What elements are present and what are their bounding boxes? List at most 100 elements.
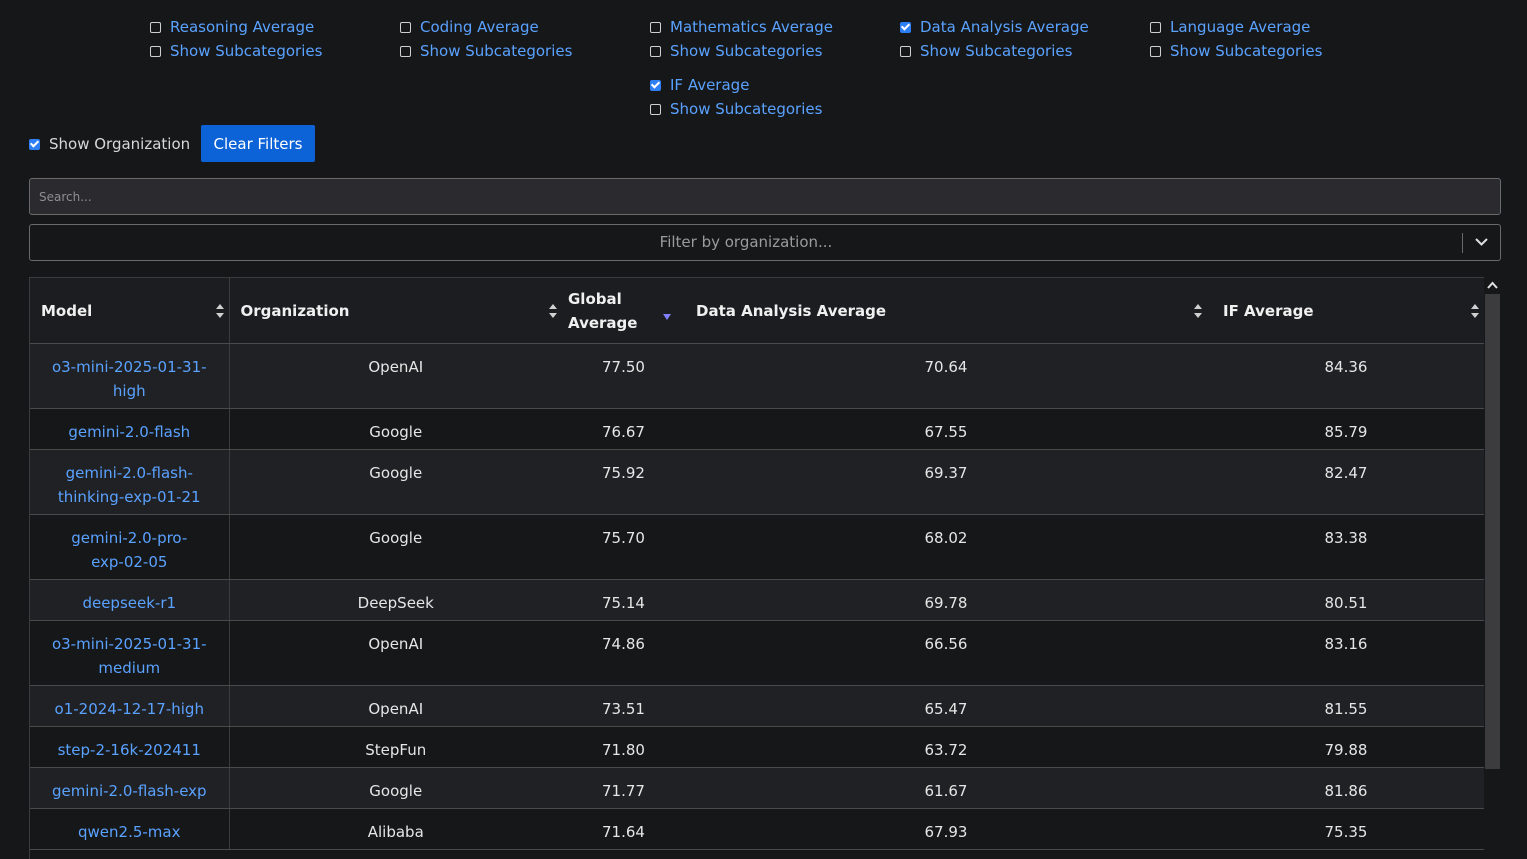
- coding-subcategories-checkbox[interactable]: Show Subcategories: [400, 39, 572, 63]
- checkbox-label[interactable]: Show Subcategories: [670, 100, 823, 118]
- checkbox-label[interactable]: Mathematics Average: [670, 18, 834, 36]
- mathematics-average-checkbox[interactable]: Mathematics Average: [650, 15, 833, 39]
- vertical-scrollbar[interactable]: [1484, 277, 1501, 859]
- language-subcategories-checkbox[interactable]: Show Subcategories: [1150, 39, 1322, 63]
- reasoning-average-checkbox[interactable]: Reasoning Average: [150, 15, 322, 39]
- coding-average-checkbox[interactable]: Coding Average: [400, 15, 572, 39]
- global-average-cell: 75.92: [562, 449, 685, 515]
- checkbox-label[interactable]: Language Average: [1170, 18, 1311, 36]
- model-cell[interactable]: o3-mini-2025-01-31- medium: [30, 620, 230, 686]
- data-analysis-subcategories-checkbox[interactable]: Show Subcategories: [900, 39, 1089, 63]
- checkbox-label[interactable]: Show Subcategories: [1170, 42, 1323, 60]
- organization-cell: StepFun: [229, 726, 562, 768]
- if-average-checkbox[interactable]: IF Average: [650, 73, 822, 97]
- scrollbar-thumb[interactable]: [1485, 294, 1500, 769]
- checkbox-checked-box[interactable]: [29, 138, 40, 150]
- checkbox-box[interactable]: [150, 21, 161, 33]
- checkbox-label[interactable]: Data Analysis Average: [920, 18, 1089, 36]
- sort-updown-icon[interactable]: [1471, 303, 1479, 318]
- model-cell[interactable]: gemini-2.0-flash-exp: [30, 767, 230, 809]
- chevron-down-icon[interactable]: [1463, 225, 1500, 260]
- model-cell[interactable]: qwen2.5-max: [30, 808, 230, 850]
- checkbox-box[interactable]: [150, 45, 161, 57]
- category-if: IF Average Show Subcategories: [650, 73, 822, 121]
- checkbox-box[interactable]: [650, 21, 661, 33]
- model-cell[interactable]: o3-mini-2025-01-31- high: [30, 343, 230, 409]
- column-header-data-analysis-average[interactable]: Data Analysis Average: [685, 277, 1207, 344]
- data-analysis-average-checkbox[interactable]: Data Analysis Average: [900, 15, 1089, 39]
- table-row: gemini-2.0-pro-exp-02-05 Google 75.70 68.02…: [30, 514, 1485, 580]
- model-link[interactable]: high: [112, 382, 146, 400]
- checkbox-box[interactable]: [900, 45, 911, 57]
- sort-updown-icon[interactable]: [1194, 303, 1202, 318]
- model-link[interactable]: gemini-2.0-flash: [68, 423, 191, 441]
- reasoning-subcategories-checkbox[interactable]: Show Subcategories: [150, 39, 322, 63]
- leaderboard-table: Model Organization Global Average Data A…: [30, 277, 1485, 850]
- organization-cell: OpenAI: [229, 620, 562, 686]
- model-link[interactable]: gemini-2.0-pro-: [71, 529, 188, 547]
- organization-filter-dropdown[interactable]: Filter by organization...: [29, 224, 1501, 261]
- model-link[interactable]: gemini-2.0-flash-: [65, 464, 193, 482]
- scroll-up-arrow-icon[interactable]: [1484, 277, 1501, 294]
- clear-filters-button[interactable]: Clear Filters: [201, 125, 315, 162]
- table-row: o1-2024-12-17-high OpenAI 73.51 65.47 81.55: [30, 685, 1485, 727]
- model-cell[interactable]: gemini-2.0-flash-thinking-exp-01-21: [30, 449, 230, 515]
- model-link[interactable]: medium: [98, 659, 161, 677]
- model-cell[interactable]: gemini-2.0-pro-exp-02-05: [30, 514, 230, 580]
- global-average-cell: 71.64: [562, 808, 685, 850]
- model-link[interactable]: gemini-2.0-flash-exp: [51, 782, 207, 800]
- model-link[interactable]: thinking-exp-01-21: [57, 488, 201, 506]
- checkbox-label[interactable]: IF Average: [670, 76, 750, 94]
- column-header-model[interactable]: Model: [30, 277, 230, 344]
- data-analysis-average-cell: 61.67: [685, 767, 1207, 809]
- search-input[interactable]: [29, 178, 1501, 215]
- data-analysis-average-cell: 70.64: [685, 343, 1207, 409]
- checkbox-label[interactable]: Show Subcategories: [170, 42, 323, 60]
- model-link[interactable]: qwen2.5-max: [78, 823, 181, 841]
- if-subcategories-checkbox[interactable]: Show Subcategories: [650, 97, 822, 121]
- checkbox-box[interactable]: [400, 45, 411, 57]
- model-cell[interactable]: o1-2024-12-17-high: [30, 685, 230, 727]
- model-link[interactable]: o3-mini-2025-01-31-: [51, 358, 207, 376]
- sort-updown-icon[interactable]: [549, 303, 557, 318]
- show-organization-checkbox[interactable]: Show Organization: [29, 132, 190, 156]
- model-link[interactable]: deepseek-r1: [82, 594, 177, 612]
- checkbox-box[interactable]: [1150, 45, 1161, 57]
- table-header-row: Model Organization Global Average Data A…: [30, 277, 1485, 344]
- model-link[interactable]: exp-02-05: [91, 553, 168, 571]
- checkbox-label[interactable]: Reasoning Average: [170, 18, 315, 36]
- table-row: o3-mini-2025-01-31- medium OpenAI 74.86 66.5…: [30, 620, 1485, 686]
- global-average-cell: 73.51: [562, 685, 685, 727]
- checkbox-box[interactable]: [1150, 21, 1161, 33]
- checkbox-box[interactable]: [400, 21, 411, 33]
- column-header-organization[interactable]: Organization: [229, 277, 562, 344]
- show-organization-label[interactable]: Show Organization: [49, 135, 191, 153]
- column-header-global-average[interactable]: Global Average: [562, 277, 685, 344]
- model-cell[interactable]: deepseek-r1: [30, 579, 230, 621]
- checkbox-checked-box[interactable]: [900, 21, 911, 33]
- organization-cell: Google: [229, 449, 562, 515]
- checkbox-box[interactable]: [650, 45, 661, 57]
- data-analysis-average-cell: 67.55: [685, 408, 1207, 450]
- organization-filter-placeholder[interactable]: Filter by organization...: [659, 233, 833, 251]
- model-cell[interactable]: step-2-16k-202411: [30, 726, 230, 768]
- model-link[interactable]: step-2-16k-202411: [57, 741, 201, 759]
- model-link[interactable]: o3-mini-2025-01-31-: [51, 635, 207, 653]
- sort-updown-icon[interactable]: [215, 303, 224, 318]
- checkbox-box[interactable]: [650, 103, 661, 115]
- data-analysis-average-cell: 67.93: [685, 808, 1207, 850]
- checkbox-label[interactable]: Show Subcategories: [670, 42, 823, 60]
- column-header-label: IF Average: [1223, 301, 1314, 320]
- checkbox-checked-box[interactable]: [650, 79, 661, 91]
- checkbox-label[interactable]: Show Subcategories: [420, 42, 573, 60]
- checkbox-label[interactable]: Show Subcategories: [920, 42, 1073, 60]
- mathematics-subcategories-checkbox[interactable]: Show Subcategories: [650, 39, 833, 63]
- language-average-checkbox[interactable]: Language Average: [1150, 15, 1322, 39]
- category-language: Language Average Show Subcategories: [1150, 15, 1322, 63]
- checkbox-label[interactable]: Coding Average: [420, 18, 539, 36]
- sort-desc-icon[interactable]: [663, 309, 671, 323]
- model-link[interactable]: o1-2024-12-17-high: [54, 700, 204, 718]
- column-header-if-average[interactable]: IF Average: [1207, 277, 1485, 344]
- if-average-cell: 85.79: [1207, 408, 1485, 450]
- model-cell[interactable]: gemini-2.0-flash: [30, 408, 230, 450]
